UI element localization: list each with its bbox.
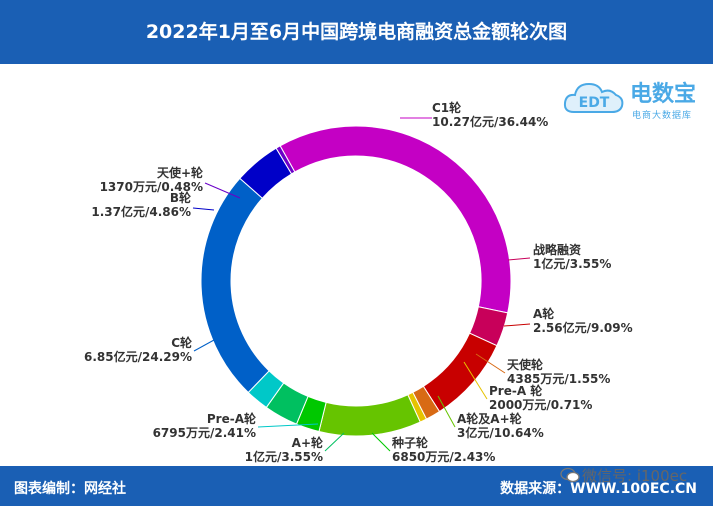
slice-label-value-6: 6850万元/2.43% xyxy=(392,450,495,464)
slice-9 xyxy=(200,177,270,394)
slice-label-name-5: A轮及A+轮 xyxy=(457,411,523,426)
leader-line-3 xyxy=(475,353,506,374)
donut-chart: C1轮10.27亿元/36.44%战略融资1亿元/3.55%A轮2.56亿元/9… xyxy=(84,100,633,464)
slice-11 xyxy=(275,145,296,175)
slice-label-value-7: 1亿元/3.55% xyxy=(245,449,323,464)
leader-line-11 xyxy=(204,182,241,199)
logo-subtitle: 电商大数据库 xyxy=(632,111,693,121)
slice-label-value-2: 2.56亿元/9.09% xyxy=(533,320,633,335)
slice-label-name-7: A+轮 xyxy=(292,435,324,450)
slice-label-value-3: 4385万元/1.55% xyxy=(507,372,610,386)
slice-label-name-6: 种子轮 xyxy=(391,435,429,450)
slice-label-value-8: 6795万元/2.41% xyxy=(153,426,256,440)
slice-2 xyxy=(422,332,498,413)
leader-line-10 xyxy=(192,207,215,211)
slice-label-value-11: 1370万元/0.48% xyxy=(100,180,203,194)
leader-line-5 xyxy=(437,395,456,428)
leader-line-9 xyxy=(193,339,215,352)
wechat-id: 微信号: i100ec xyxy=(582,467,688,485)
slice-label-name-3: 天使轮 xyxy=(507,357,544,372)
slice-label-value-9: 6.85亿元/24.29% xyxy=(84,349,192,364)
footer-bar: 图表编制：网经社 数据来源：WWW.100EC.CN xyxy=(0,466,713,506)
slice-label-value-5: 3亿元/10.64% xyxy=(457,425,544,440)
chart-title: 2022年1月至6月中国跨境电商融资总金额轮次图 xyxy=(145,21,568,43)
leader-line-1 xyxy=(507,257,531,261)
slice-label-value-10: 1.37亿元/4.86% xyxy=(91,204,191,219)
leader-line-2 xyxy=(503,323,531,327)
leader-line-6 xyxy=(371,432,391,452)
logo-brand: 电数宝 xyxy=(630,82,697,107)
slice-label-name-4: Pre-A 轮 xyxy=(489,383,543,398)
slice-label-name-9: C轮 xyxy=(171,335,193,350)
slice-label-name-1: 战略融资 xyxy=(533,242,581,257)
edt-logo: EDT 电数宝 电商大数据库 xyxy=(560,72,710,128)
logo-mark: EDT xyxy=(579,95,610,111)
footer-credit: 图表编制：网经社 xyxy=(14,481,126,497)
slice-0 xyxy=(279,125,512,314)
slice-5 xyxy=(318,394,421,437)
wechat-icon xyxy=(560,467,580,483)
slice-label-name-2: A轮 xyxy=(533,306,555,321)
slice-label-value-0: 10.27亿元/36.44% xyxy=(432,114,548,129)
slice-label-name-11: 天使+轮 xyxy=(157,165,204,180)
slice-label-name-10: B轮 xyxy=(170,190,192,205)
cloud-icon: EDT xyxy=(563,82,624,113)
leader-line-4 xyxy=(463,361,488,400)
footer-source: 数据来源：WWW.100EC.CN xyxy=(500,481,697,497)
title-bar: 2022年1月至6月中国跨境电商融资总金额轮次图 xyxy=(0,0,713,64)
leader-line-8 xyxy=(257,423,319,428)
slice-label-value-4: 2000万元/0.71% xyxy=(489,398,592,412)
slice-label-name-0: C1轮 xyxy=(432,100,462,115)
slice-label-value-1: 1亿元/3.55% xyxy=(533,256,611,271)
leader-line-7 xyxy=(324,432,345,452)
slice-label-name-8: Pre-A轮 xyxy=(207,411,257,426)
